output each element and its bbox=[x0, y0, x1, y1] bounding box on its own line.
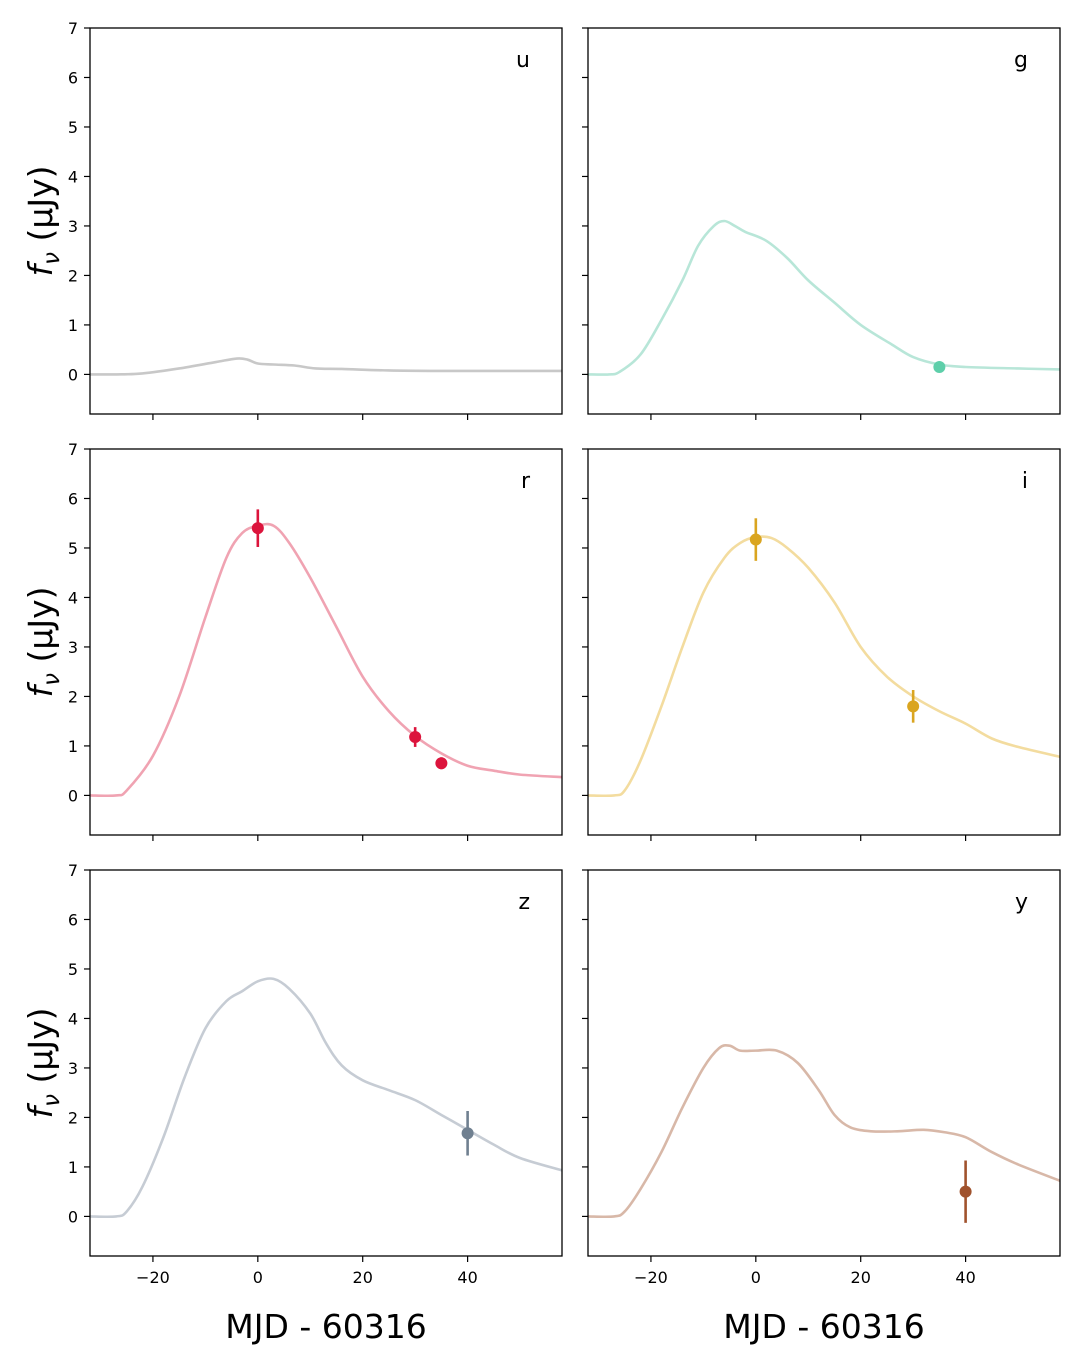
data-point-r-1 bbox=[409, 731, 422, 744]
band-label-y: y bbox=[1015, 890, 1028, 915]
x-axis-title: MJD - 60316 bbox=[225, 1307, 426, 1346]
y-tick-label: 5 bbox=[68, 960, 78, 979]
x-axis-title: MJD - 60316 bbox=[723, 1307, 924, 1346]
x-tick-label: 40 bbox=[457, 1268, 477, 1287]
x-tick-label: 20 bbox=[353, 1268, 373, 1287]
band-label-i: i bbox=[1022, 469, 1028, 494]
x-tick-label: −20 bbox=[136, 1268, 170, 1287]
y-tick-label: 4 bbox=[68, 588, 78, 607]
band-label-z: z bbox=[518, 890, 530, 915]
model-curve-z bbox=[90, 977, 562, 1219]
y-tick-label: 1 bbox=[68, 1158, 78, 1177]
model-curve-g bbox=[588, 219, 1060, 376]
data-point-r-0 bbox=[251, 522, 264, 535]
y-tick-label: 3 bbox=[68, 217, 78, 236]
model-curve-y bbox=[588, 1044, 1060, 1219]
y-axis-title: fν (μJy) bbox=[21, 587, 65, 698]
y-tick-label: 2 bbox=[68, 687, 78, 706]
data-point-z-0 bbox=[461, 1127, 474, 1140]
x-tick-label: −20 bbox=[634, 1268, 668, 1287]
panel-z: 0 1 2 3 4 5 6 7 −20 0 20 40 z fν (μJy) MJD - 60316 bbox=[21, 861, 563, 1346]
model-curve-r bbox=[90, 522, 562, 798]
panel-y: −20 0 20 40 y MJD - 60316 bbox=[582, 869, 1061, 1346]
y-tick-label: 0 bbox=[68, 365, 78, 384]
band-label-r: r bbox=[521, 469, 531, 494]
y-tick-label: 3 bbox=[68, 1059, 78, 1078]
y-tick-label: 2 bbox=[68, 266, 78, 285]
axes-frame-g bbox=[587, 27, 1061, 415]
model-curve-u bbox=[90, 357, 562, 376]
y-tick-label: 4 bbox=[68, 1009, 78, 1028]
y-tick-label: 5 bbox=[68, 118, 78, 137]
y-tick-label: 6 bbox=[68, 910, 78, 929]
x-tick-label: 20 bbox=[851, 1268, 871, 1287]
y-tick-label: 1 bbox=[68, 316, 78, 335]
axes-frame-r bbox=[89, 448, 563, 836]
y-tick-label: 1 bbox=[68, 737, 78, 756]
y-axis-title: fν (μJy) bbox=[21, 166, 65, 277]
data-point-i-1 bbox=[907, 700, 920, 713]
axes-frame-z bbox=[89, 869, 563, 1257]
y-tick-label: 7 bbox=[68, 440, 78, 459]
panel-g: g bbox=[582, 27, 1061, 420]
band-label-g: g bbox=[1014, 48, 1028, 73]
data-point-i-0 bbox=[749, 533, 762, 546]
panel-u: 0 1 2 3 4 5 6 7 u fν (μJy) bbox=[21, 19, 563, 420]
panel-i: i bbox=[582, 448, 1061, 841]
y-tick-label: 5 bbox=[68, 539, 78, 558]
axes-frame-y bbox=[587, 869, 1061, 1257]
y-tick-label: 3 bbox=[68, 638, 78, 657]
y-tick-label: 6 bbox=[68, 68, 78, 87]
data-point-g-0 bbox=[933, 360, 946, 373]
y-tick-label: 4 bbox=[68, 167, 78, 186]
y-axis-title: fν (μJy) bbox=[21, 1008, 65, 1119]
x-tick-label: 40 bbox=[955, 1268, 975, 1287]
data-point-r-2 bbox=[435, 757, 448, 770]
y-tick-label: 7 bbox=[68, 861, 78, 880]
axes-frame-i bbox=[587, 448, 1061, 836]
y-tick-label: 0 bbox=[68, 786, 78, 805]
x-tick-label: 0 bbox=[751, 1268, 761, 1287]
y-tick-label: 0 bbox=[68, 1207, 78, 1226]
y-tick-label: 2 bbox=[68, 1108, 78, 1127]
y-tick-label: 7 bbox=[68, 19, 78, 38]
y-tick-label: 6 bbox=[68, 489, 78, 508]
model-curve-i bbox=[588, 535, 1060, 798]
data-point-y-0 bbox=[959, 1185, 972, 1198]
panel-r: 0 1 2 3 4 5 6 7 r fν (μJy) bbox=[21, 440, 563, 841]
axes-frame-u bbox=[89, 27, 563, 415]
x-tick-label: 0 bbox=[253, 1268, 263, 1287]
band-label-u: u bbox=[516, 48, 530, 73]
